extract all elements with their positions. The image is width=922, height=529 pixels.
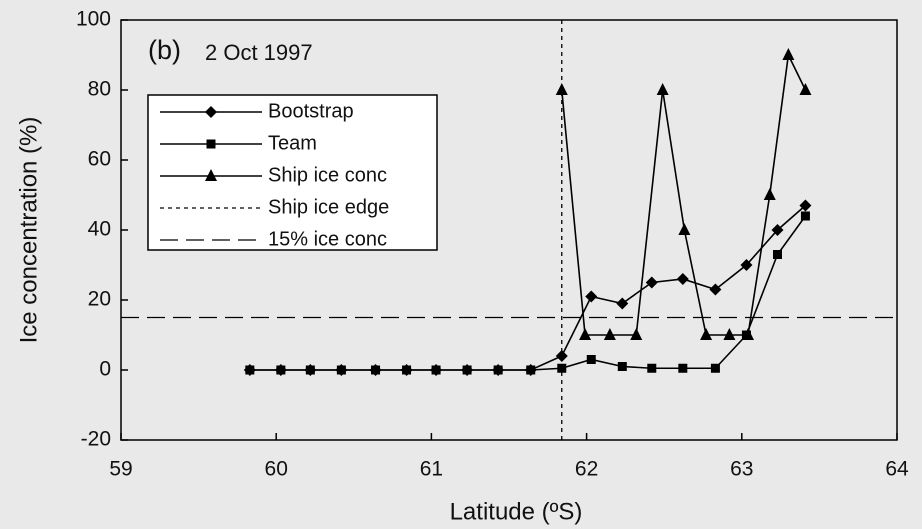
- triangle-marker: [763, 188, 776, 200]
- square-marker: [276, 365, 286, 375]
- triangle-marker: [799, 83, 812, 95]
- square-marker: [431, 365, 441, 375]
- y-axis-label: Ice concentration (%): [15, 117, 42, 344]
- square-marker: [647, 363, 657, 373]
- y-tick-label: 20: [88, 288, 111, 311]
- triangle-marker: [603, 328, 616, 340]
- triangle-marker: [782, 48, 795, 60]
- legend-label: Ship ice conc: [268, 164, 387, 186]
- square-marker: [206, 139, 216, 149]
- panel-label: (b): [148, 35, 181, 65]
- y-tick-label: 80: [88, 78, 111, 101]
- y-tick-label: 0: [99, 358, 111, 381]
- square-marker: [678, 363, 688, 373]
- triangle-marker: [700, 328, 713, 340]
- y-tick-label: 60: [88, 148, 111, 171]
- legend-label: Bootstrap: [268, 100, 354, 122]
- triangle-marker: [630, 328, 643, 340]
- y-tick-label: -20: [81, 428, 111, 451]
- triangle-marker: [742, 328, 755, 340]
- triangle-marker: [579, 328, 592, 340]
- square-marker: [526, 365, 536, 375]
- square-marker: [305, 365, 315, 375]
- diamond-marker: [740, 259, 753, 271]
- diamond-marker: [709, 283, 722, 296]
- square-marker: [462, 365, 472, 375]
- diamond-marker: [771, 224, 784, 236]
- diamond-marker: [799, 199, 812, 212]
- legend-label: 15% ice conc: [268, 228, 387, 250]
- x-tick-label: 60: [265, 458, 288, 481]
- diamond-marker: [676, 273, 689, 285]
- square-marker: [493, 365, 503, 375]
- square-marker: [402, 365, 412, 375]
- chart-title: 2 Oct 1997: [205, 40, 313, 65]
- square-marker: [586, 355, 596, 364]
- square-marker: [800, 211, 810, 221]
- square-marker: [371, 365, 381, 375]
- diamond-marker: [205, 106, 217, 118]
- x-tick-label: 61: [420, 458, 443, 481]
- legend-label: Team: [268, 132, 317, 154]
- square-marker: [617, 362, 627, 371]
- y-tick-label: 100: [76, 8, 111, 31]
- square-marker: [772, 250, 782, 259]
- y-tick-label: 40: [88, 218, 111, 241]
- square-marker: [245, 365, 255, 375]
- diamond-marker: [585, 290, 598, 303]
- diamond-marker: [645, 276, 658, 289]
- triangle-marker: [205, 169, 217, 181]
- triangle-marker: [656, 83, 669, 95]
- square-marker: [710, 363, 720, 373]
- x-tick-label: 59: [109, 458, 132, 481]
- triangle-marker: [723, 328, 736, 340]
- triangle-marker: [678, 223, 691, 235]
- diamond-marker: [616, 297, 629, 310]
- x-tick-label: 64: [885, 458, 909, 481]
- x-tick-label: 62: [575, 458, 598, 481]
- series-line: [560, 52, 807, 336]
- square-marker: [557, 363, 567, 373]
- diamond-marker: [555, 350, 568, 362]
- triangle-marker: [555, 83, 568, 95]
- square-marker: [336, 365, 346, 375]
- x-axis-label: Latitude (ºS): [450, 498, 583, 525]
- legend-label: Ship ice edge: [268, 196, 389, 218]
- x-tick-label: 63: [730, 458, 753, 481]
- legend: [147, 94, 438, 251]
